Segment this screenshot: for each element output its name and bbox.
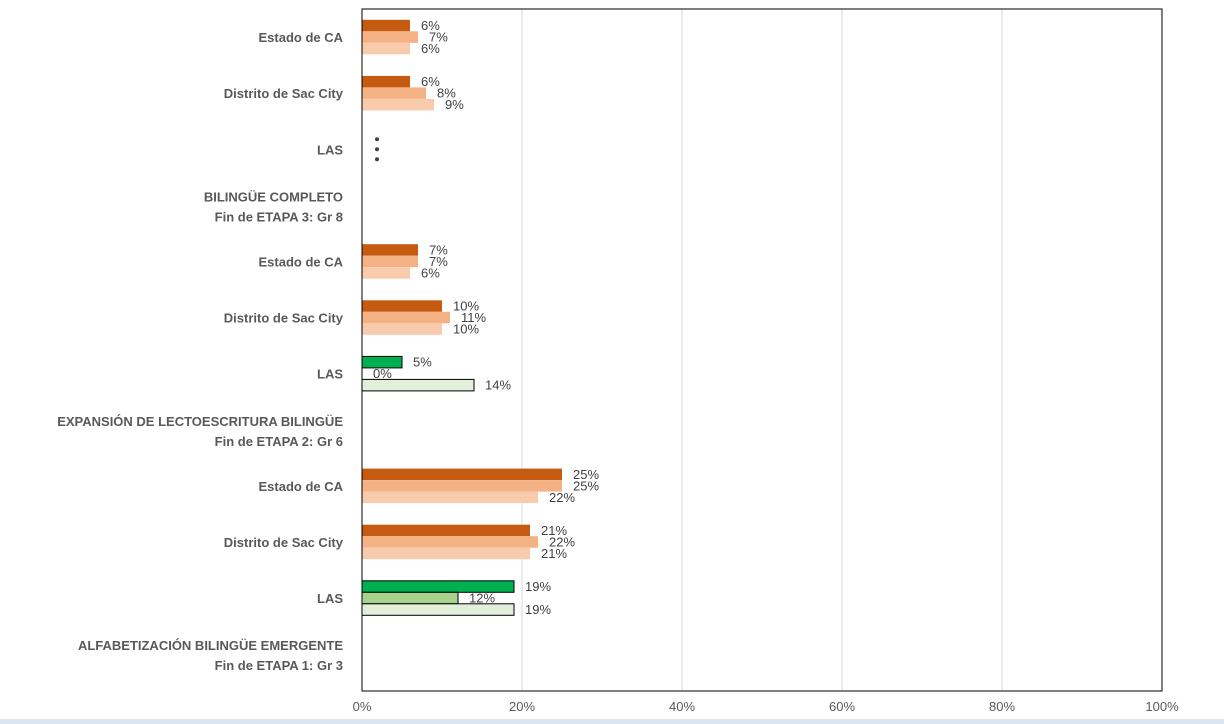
data-label: 14%	[485, 378, 511, 393]
data-label: 7%	[429, 30, 448, 45]
bar	[362, 31, 418, 43]
bar	[362, 524, 530, 537]
bar	[362, 468, 562, 481]
bar	[361, 603, 515, 616]
bar	[361, 591, 459, 605]
plot-border	[361, 8, 1163, 692]
bar	[362, 547, 530, 560]
category-label: Distrito de Sac City	[224, 311, 344, 326]
data-label: 11%	[461, 310, 486, 325]
data-label: 0%	[373, 366, 392, 381]
category-label: LAS	[317, 367, 343, 382]
data-label: 19%	[525, 579, 551, 594]
data-label: 7%	[429, 242, 448, 257]
data-label: 7%	[429, 254, 448, 269]
data-label: 25%	[573, 478, 599, 493]
ellipsis-dot	[375, 137, 379, 142]
bar	[362, 480, 562, 492]
x-tick-label: 60%	[829, 699, 855, 714]
category-label: Distrito de Sac City	[224, 535, 344, 550]
category-label: LAS	[317, 142, 343, 157]
data-label: 6%	[421, 265, 440, 280]
ellipsis-dot	[375, 147, 379, 152]
bar	[362, 323, 442, 335]
data-label: 6%	[421, 18, 440, 33]
bar	[362, 267, 410, 279]
data-label: 22%	[549, 490, 575, 505]
bar	[362, 75, 410, 88]
data-label: 21%	[541, 523, 567, 538]
bar	[362, 255, 418, 268]
data-label: 25%	[573, 467, 599, 482]
category-label: LAS	[317, 591, 343, 606]
bar	[362, 87, 426, 99]
section-label: Fin de ETAPA 1: Gr 3	[215, 658, 343, 673]
section-label: ALFABETIZACIÓN BILINGÜE EMERGENTE	[78, 638, 343, 653]
ellipsis-dot	[375, 157, 379, 162]
data-label: 21%	[541, 546, 567, 561]
x-tick-label: 20%	[509, 699, 535, 714]
data-label: 22%	[549, 534, 575, 549]
section-label: BILINGÜE COMPLETO	[204, 189, 343, 204]
x-tick-label: 0%	[353, 699, 372, 714]
category-label: Estado de CA	[258, 30, 343, 45]
data-label: 8%	[437, 86, 456, 101]
section-label: EXPANSIÓN DE LECTOESCRITURA BILINGÜE	[57, 414, 343, 429]
bar	[362, 42, 410, 55]
data-label: 9%	[445, 97, 464, 112]
data-label: 10%	[453, 299, 479, 314]
bar	[362, 300, 442, 312]
data-label: 19%	[525, 602, 551, 617]
section-label: Fin de ETAPA 2: Gr 6	[215, 434, 343, 449]
bar	[362, 491, 538, 504]
data-label: 6%	[421, 74, 440, 89]
x-tick-label: 100%	[1145, 699, 1179, 714]
bar	[362, 311, 450, 324]
category-label: Estado de CA	[258, 254, 343, 269]
data-label: 10%	[453, 322, 479, 337]
data-label: 5%	[413, 355, 432, 370]
bar	[361, 378, 475, 392]
bar	[362, 98, 434, 111]
data-label: 12%	[469, 591, 495, 606]
data-label: 6%	[421, 41, 440, 56]
section-label: Fin de ETAPA 3: Gr 8	[215, 209, 343, 224]
x-tick-label: 80%	[989, 699, 1015, 714]
x-tick-label: 40%	[669, 699, 695, 714]
bar	[362, 19, 410, 32]
bar	[362, 536, 538, 548]
bar	[362, 244, 418, 256]
category-label: Distrito de Sac City	[224, 86, 344, 101]
category-label: Estado de CA	[258, 479, 343, 494]
